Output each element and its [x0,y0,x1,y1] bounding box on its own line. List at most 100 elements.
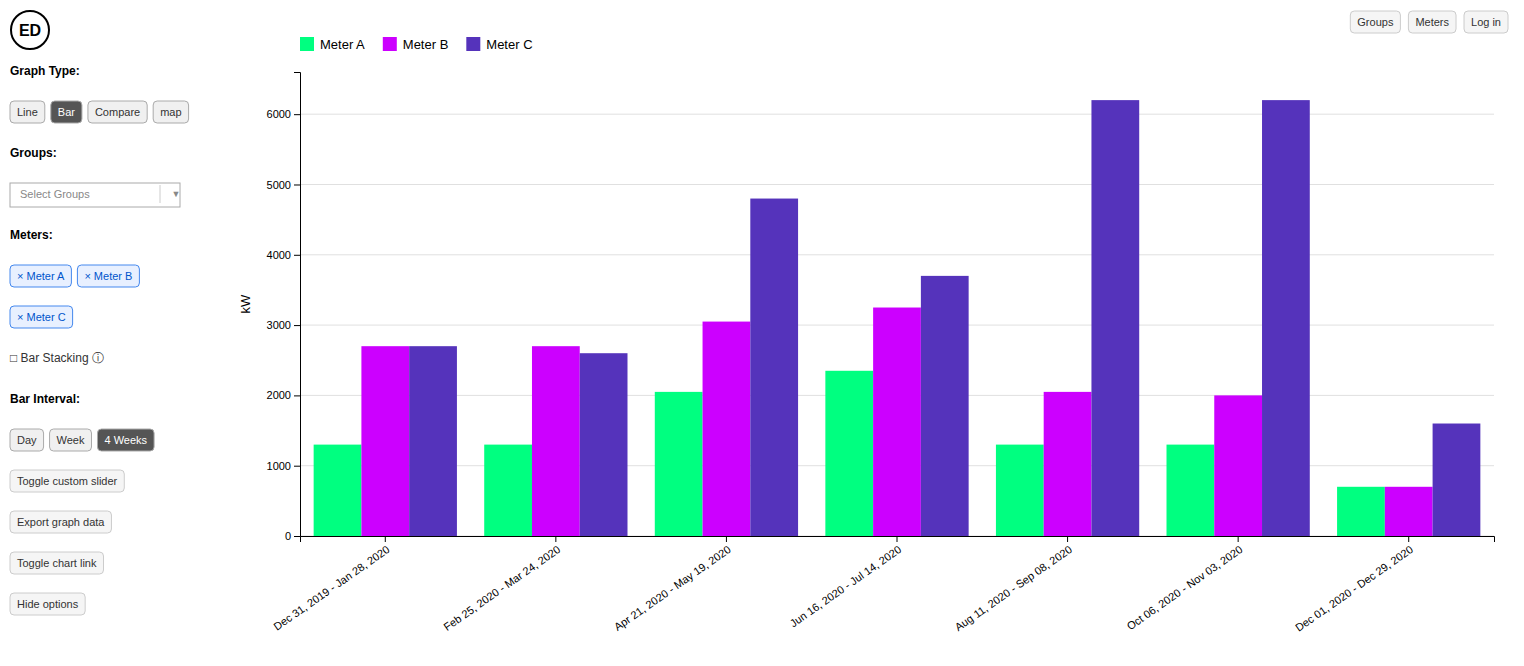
button-text[interactable]: Day [17,434,37,446]
top-button[interactable]: Meters [1408,11,1456,33]
grid-line [300,254,1494,255]
y-tick-label: 3000 [267,319,291,331]
legend-swatch [300,37,314,51]
bar [484,445,532,536]
bar [1337,487,1385,536]
x-tick: Apr 21, 2020 - May 19, 2020 [612,536,733,633]
x-tick-mark [555,536,556,542]
button-box[interactable] [88,101,147,123]
y-tick-label: 2000 [267,389,291,401]
button-box[interactable] [10,593,85,615]
x-axis-line [301,537,1495,543]
legend-swatch [383,37,397,51]
x-tick: Aug 11, 2020 - Sep 08, 2020 [953,536,1074,633]
button-box[interactable] [10,101,45,123]
y-tick-label: 5000 [267,179,291,191]
y-tick-label: 0 [285,530,291,542]
button-text[interactable]: Compare [95,106,140,118]
x-tick-label: Aug 11, 2020 - Sep 08, 2020 [953,543,1074,633]
x-tick-mark [1408,536,1409,542]
y-tick: 2000 [267,389,300,401]
logo-circle [11,11,49,49]
button-text[interactable]: Line [17,106,38,118]
y-tick-mark [294,255,300,256]
bar [921,276,969,536]
y-tick-label: 1000 [267,460,291,472]
button-text[interactable]: Toggle custom slider [17,475,118,487]
button-box[interactable] [97,429,154,451]
bar [409,346,457,536]
select-text[interactable]: Select Groups [20,188,90,200]
select-box[interactable] [10,183,180,207]
button-box[interactable] [51,101,82,123]
x-tick-mark [385,536,386,542]
chip-text[interactable]: × Meter A [17,270,65,282]
legend-label: Meter C [486,37,532,52]
x-axis: Dec 31, 2019 - Jan 28, 2020Feb 25, 2020 … [271,536,1494,634]
chip-box[interactable] [10,265,71,287]
button-box[interactable] [10,552,104,574]
button-text[interactable]: Export graph data [17,516,105,528]
button-text[interactable]: Bar [58,106,75,118]
button-box[interactable] [153,101,188,123]
select-divider [160,185,161,203]
bars [314,100,1481,536]
top-buttons: Groups Meters Log in [1350,11,1508,33]
x-tick: Jun 16, 2020 - Jul 14, 2020 [787,536,903,629]
x-tick-label: Feb 25, 2020 - Mar 24, 2020 [441,543,562,633]
x-tick: Feb 25, 2020 - Mar 24, 2020 [441,536,562,633]
bar [996,445,1044,536]
sidebar-heading: Graph Type: [10,64,80,78]
select-arrow[interactable]: ▼ [172,189,181,199]
button-box[interactable] [10,470,124,492]
button-text[interactable]: Hide options [17,598,79,610]
bar [873,308,921,536]
bar [1044,392,1092,536]
button-text[interactable]: Week [57,434,85,446]
y-tick-label: 6000 [267,108,291,120]
button-box[interactable] [50,429,92,451]
button-text[interactable]: 4 Weeks [104,434,147,446]
chip-text[interactable]: × Meter B [84,270,132,282]
legend-item: Meter C [466,37,532,52]
chart-svg: EDGraph Type:LineBarComparemapGroups:Sel… [0,0,1524,666]
sidebar-heading: Bar Interval: [10,392,80,406]
y-tick: 4000 [267,249,300,261]
x-tick-label: Apr 21, 2020 - May 19, 2020 [612,543,733,633]
x-tick-mark [1067,536,1068,542]
bar [580,353,628,536]
bar [655,392,703,536]
button-text[interactable]: Groups [1357,16,1394,28]
y-tick: 5000 [267,179,300,191]
sidebar-option[interactable]: □ Bar Stacking ⓘ [10,351,104,365]
x-tick-mark [897,536,898,542]
bar [1091,100,1139,536]
button-box[interactable] [1408,11,1456,33]
bar [532,346,580,536]
y-tick-mark [294,536,300,537]
x-tick: Dec 01, 2020 - Dec 29, 2020 [1293,536,1415,634]
x-tick-mark [1238,536,1239,542]
legend-item: Meter A [300,37,365,52]
chip-box[interactable] [77,265,139,287]
button-text[interactable]: map [160,106,181,118]
y-tick: 6000 [267,108,300,120]
button-box[interactable] [10,429,44,451]
chip-text[interactable]: × Meter C [17,311,66,323]
button-box[interactable] [1464,11,1508,33]
sidebar: EDGraph Type:LineBarComparemapGroups:Sel… [10,11,189,615]
button-box[interactable] [1350,11,1400,33]
top-button[interactable]: Groups [1350,11,1400,33]
bar-series [409,100,1480,536]
button-text[interactable]: Toggle chart link [17,557,97,569]
grid-line [300,114,1494,115]
top-button[interactable]: Log in [1464,11,1508,33]
button-text[interactable]: Log in [1471,16,1501,28]
chip-box[interactable] [10,306,73,328]
sidebar-heading: Groups: [10,146,57,160]
button-box[interactable] [10,511,111,533]
button-text[interactable]: Meters [1415,16,1449,28]
bar [1167,445,1215,536]
y-axis: 0 1000 2000 3000 4000 5000 6000 [267,73,301,543]
x-tick: Oct 06, 2020 - Nov 03, 2020 [1125,536,1245,632]
